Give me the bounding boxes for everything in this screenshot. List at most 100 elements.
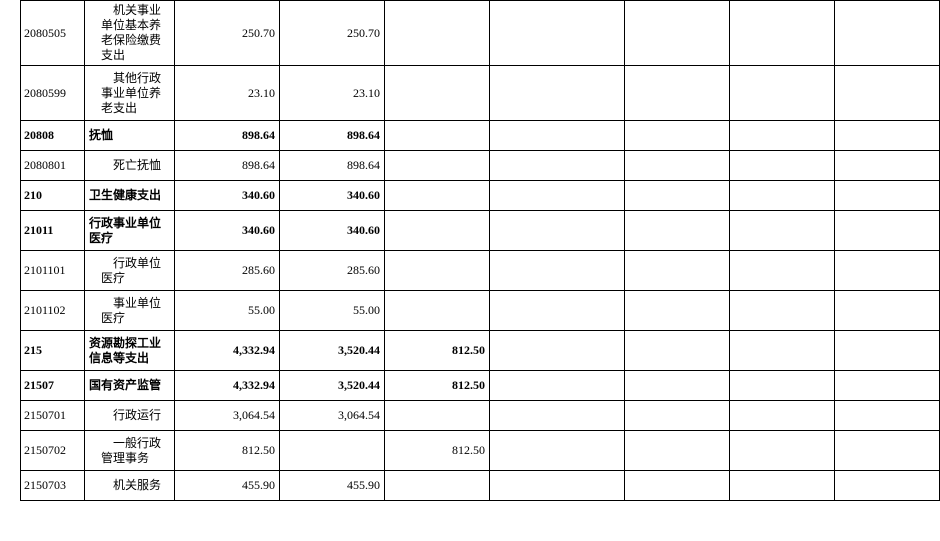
cell-value: 812.50 <box>385 431 490 471</box>
cell-value <box>490 66 625 121</box>
cell-value <box>385 291 490 331</box>
cell-value: 250.70 <box>280 1 385 66</box>
table-row: 2080599 其他行政事业单位养老支出23.1023.10 <box>21 66 940 121</box>
cell-value <box>385 151 490 181</box>
cell-value <box>835 66 940 121</box>
cell-value: 285.60 <box>175 251 280 291</box>
cell-name: 行政事业单位医疗 <box>85 211 175 251</box>
cell-value <box>730 471 835 501</box>
cell-value <box>625 181 730 211</box>
cell-code: 210 <box>21 181 85 211</box>
cell-value <box>835 371 940 401</box>
cell-value <box>385 181 490 211</box>
cell-value <box>490 251 625 291</box>
table-row: 2101102 事业单位医疗55.0055.00 <box>21 291 940 331</box>
cell-value <box>625 211 730 251</box>
table-row: 2080505 机关事业单位基本养老保险缴费支出250.70250.70 <box>21 1 940 66</box>
cell-value <box>490 1 625 66</box>
cell-value: 455.90 <box>175 471 280 501</box>
cell-name: 机关事业单位基本养老保险缴费支出 <box>85 1 175 66</box>
cell-value: 340.60 <box>175 181 280 211</box>
cell-value: 3,520.44 <box>280 331 385 371</box>
cell-value <box>730 331 835 371</box>
cell-value <box>835 121 940 151</box>
cell-value: 455.90 <box>280 471 385 501</box>
cell-name: 死亡抚恤 <box>85 151 175 181</box>
table-row: 2101101 行政单位医疗285.60285.60 <box>21 251 940 291</box>
cell-value: 812.50 <box>385 371 490 401</box>
cell-value <box>730 121 835 151</box>
cell-value: 23.10 <box>175 66 280 121</box>
cell-value <box>385 251 490 291</box>
table-row: 20808抚恤898.64898.64 <box>21 121 940 151</box>
cell-value: 3,520.44 <box>280 371 385 401</box>
cell-value <box>835 251 940 291</box>
cell-name: 卫生健康支出 <box>85 181 175 211</box>
cell-code: 2101101 <box>21 251 85 291</box>
cell-value <box>490 121 625 151</box>
cell-value <box>625 1 730 66</box>
cell-value <box>730 66 835 121</box>
cell-name: 行政单位医疗 <box>85 251 175 291</box>
cell-value <box>490 291 625 331</box>
cell-value <box>625 401 730 431</box>
cell-code: 2101102 <box>21 291 85 331</box>
budget-table-wrap: 2080505 机关事业单位基本养老保险缴费支出250.70250.702080… <box>0 0 940 541</box>
cell-name: 抚恤 <box>85 121 175 151</box>
cell-value <box>490 331 625 371</box>
cell-value: 898.64 <box>280 121 385 151</box>
cell-value: 3,064.54 <box>280 401 385 431</box>
cell-value: 250.70 <box>175 1 280 66</box>
cell-value <box>385 1 490 66</box>
cell-name: 机关服务 <box>85 471 175 501</box>
cell-value <box>835 291 940 331</box>
cell-value <box>385 121 490 151</box>
cell-value: 898.64 <box>175 151 280 181</box>
cell-name: 资源勘探工业信息等支出 <box>85 331 175 371</box>
cell-value: 812.50 <box>175 431 280 471</box>
cell-value <box>625 291 730 331</box>
table-row: 215资源勘探工业信息等支出4,332.943,520.44812.50 <box>21 331 940 371</box>
cell-value <box>835 431 940 471</box>
table-row: 2150703 机关服务455.90455.90 <box>21 471 940 501</box>
cell-value: 285.60 <box>280 251 385 291</box>
cell-value: 23.10 <box>280 66 385 121</box>
cell-value <box>490 371 625 401</box>
cell-code: 21011 <box>21 211 85 251</box>
cell-code: 215 <box>21 331 85 371</box>
cell-value <box>730 211 835 251</box>
cell-value <box>730 401 835 431</box>
cell-value: 340.60 <box>175 211 280 251</box>
table-row: 2150701 行政运行3,064.543,064.54 <box>21 401 940 431</box>
cell-code: 2080599 <box>21 66 85 121</box>
table-row: 2080801 死亡抚恤898.64898.64 <box>21 151 940 181</box>
cell-name: 一般行政管理事务 <box>85 431 175 471</box>
cell-code: 2080801 <box>21 151 85 181</box>
cell-value <box>835 181 940 211</box>
cell-value <box>730 251 835 291</box>
cell-value <box>835 401 940 431</box>
cell-value <box>730 431 835 471</box>
cell-value <box>280 431 385 471</box>
cell-value <box>490 211 625 251</box>
cell-name: 其他行政事业单位养老支出 <box>85 66 175 121</box>
cell-value: 55.00 <box>175 291 280 331</box>
cell-value <box>490 431 625 471</box>
cell-value <box>490 401 625 431</box>
cell-value <box>625 121 730 151</box>
cell-value <box>835 151 940 181</box>
cell-code: 2150701 <box>21 401 85 431</box>
cell-value <box>835 211 940 251</box>
cell-value: 55.00 <box>280 291 385 331</box>
cell-value <box>730 371 835 401</box>
cell-value <box>730 181 835 211</box>
table-row: 210卫生健康支出340.60340.60 <box>21 181 940 211</box>
cell-value <box>625 331 730 371</box>
cell-name: 国有资产监管 <box>85 371 175 401</box>
cell-value: 340.60 <box>280 181 385 211</box>
cell-value: 4,332.94 <box>175 371 280 401</box>
table-row: 21507国有资产监管4,332.943,520.44812.50 <box>21 371 940 401</box>
budget-table: 2080505 机关事业单位基本养老保险缴费支出250.70250.702080… <box>20 0 940 501</box>
cell-name: 事业单位医疗 <box>85 291 175 331</box>
cell-value <box>625 471 730 501</box>
